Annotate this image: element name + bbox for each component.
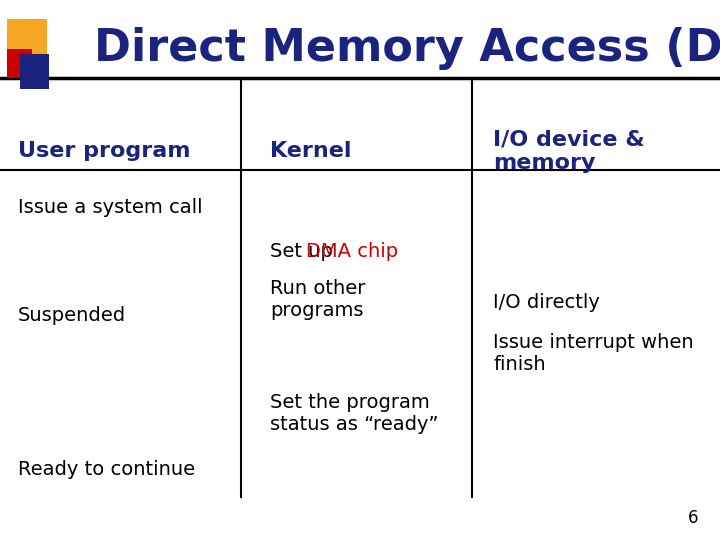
Text: Set the program
status as “ready”: Set the program status as “ready” xyxy=(270,393,438,434)
Text: Ready to continue: Ready to continue xyxy=(18,460,195,480)
Text: Kernel: Kernel xyxy=(270,141,351,161)
Bar xyxy=(7,19,47,57)
Bar xyxy=(20,54,49,89)
Text: Issue interrupt when
finish: Issue interrupt when finish xyxy=(493,333,694,374)
Text: Direct Memory Access (DMA): Direct Memory Access (DMA) xyxy=(94,27,720,70)
Bar xyxy=(7,49,32,78)
Text: I/O directly: I/O directly xyxy=(493,293,600,312)
Text: User program: User program xyxy=(18,141,191,161)
Text: Issue a system call: Issue a system call xyxy=(18,198,202,218)
Text: DMA chip: DMA chip xyxy=(306,241,398,261)
Text: Set up: Set up xyxy=(270,241,339,261)
Text: I/O device &
memory: I/O device & memory xyxy=(493,130,645,173)
Text: 6: 6 xyxy=(688,509,698,528)
Text: Suspended: Suspended xyxy=(18,306,126,326)
Text: Run other
programs: Run other programs xyxy=(270,279,365,320)
